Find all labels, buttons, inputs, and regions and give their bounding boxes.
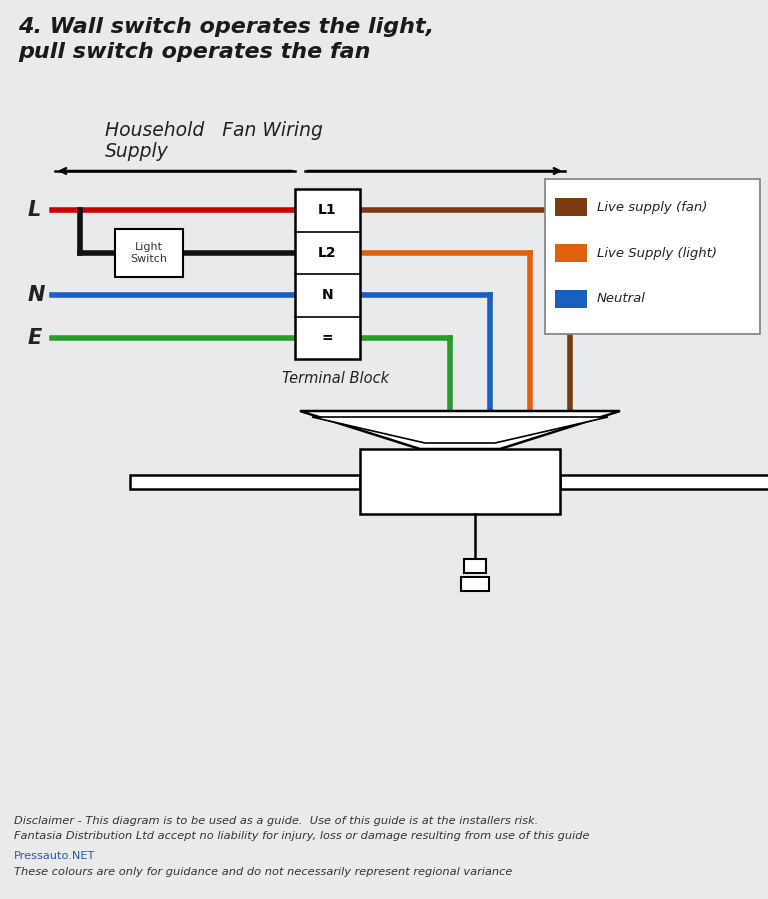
Bar xyxy=(130,475,360,488)
Bar xyxy=(555,198,587,216)
Text: Supply: Supply xyxy=(105,142,169,161)
Text: pull switch operates the fan: pull switch operates the fan xyxy=(18,42,370,62)
Text: Disclaimer - This diagram is to be used as a guide.  Use of this guide is at the: Disclaimer - This diagram is to be used … xyxy=(14,816,538,826)
Text: N: N xyxy=(322,289,333,302)
Text: Live Supply (light): Live Supply (light) xyxy=(597,246,717,260)
Bar xyxy=(295,189,360,359)
Bar xyxy=(555,244,587,262)
Text: 4. Wall switch operates the light,: 4. Wall switch operates the light, xyxy=(18,17,434,37)
Bar xyxy=(461,577,489,591)
Bar xyxy=(360,449,560,514)
Bar xyxy=(464,559,486,573)
Text: L2: L2 xyxy=(318,245,337,260)
Text: =: = xyxy=(322,331,333,344)
Polygon shape xyxy=(312,417,608,443)
Text: L: L xyxy=(28,200,41,220)
Text: E: E xyxy=(28,328,42,348)
Text: N: N xyxy=(28,285,45,306)
Bar xyxy=(545,179,760,334)
Bar xyxy=(555,290,587,308)
Bar xyxy=(115,228,183,277)
Text: Neutral: Neutral xyxy=(597,292,646,306)
Text: L1: L1 xyxy=(318,203,337,218)
Text: Terminal Block: Terminal Block xyxy=(282,371,389,386)
Text: Live supply (fan): Live supply (fan) xyxy=(597,200,707,213)
Text: These colours are only for guidance and do not necessarily represent regional va: These colours are only for guidance and … xyxy=(14,867,512,877)
Bar xyxy=(560,475,768,488)
Polygon shape xyxy=(300,411,620,449)
Text: Light
Switch: Light Switch xyxy=(131,242,167,263)
Text: Household   Fan Wiring: Household Fan Wiring xyxy=(105,121,323,140)
Text: Pressauto.NET: Pressauto.NET xyxy=(14,851,95,861)
Text: Fantasia Distribution Ltd accept no liability for injury, loss or damage resulti: Fantasia Distribution Ltd accept no liab… xyxy=(14,831,590,841)
